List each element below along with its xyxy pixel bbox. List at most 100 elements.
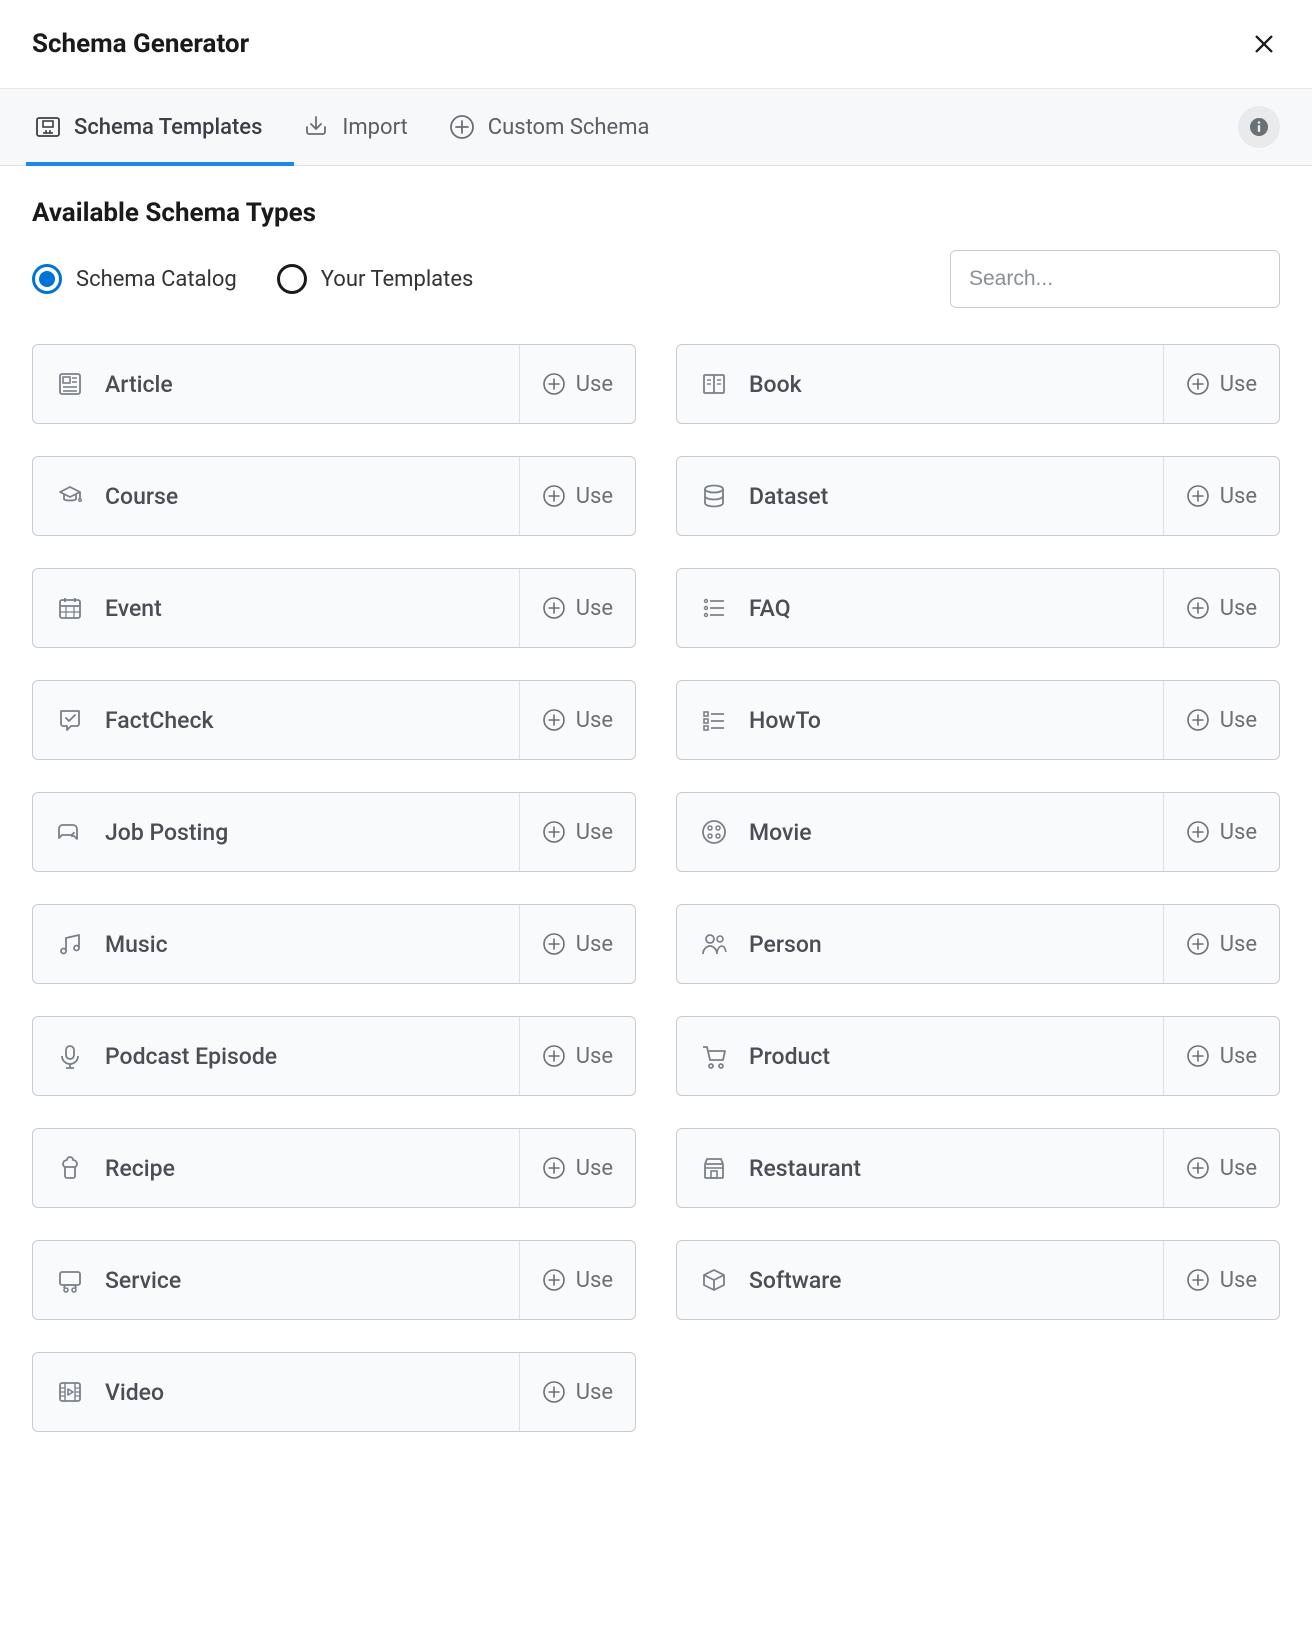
faq-icon [699,593,729,623]
use-button[interactable]: Use [1163,793,1279,871]
search-box [950,250,1280,308]
plus-circle-icon [542,708,566,732]
use-button[interactable]: Use [519,1353,635,1431]
card-title: Recipe [105,1155,175,1182]
person-icon [699,929,729,959]
movie-icon [699,817,729,847]
event-icon [55,593,85,623]
plus-circle-icon [1186,1156,1210,1180]
restaurant-icon [699,1153,729,1183]
plus-circle-icon [1186,1268,1210,1292]
radio-your-templates[interactable]: Your Templates [277,264,474,294]
schema-card-recipe: Recipe Use [32,1128,636,1208]
schema-card-movie: Movie Use [676,792,1280,872]
schema-card-job-posting: Job Posting Use [32,792,636,872]
plus-circle-icon [542,1156,566,1180]
schema-card-person: Person Use [676,904,1280,984]
article-icon [55,369,85,399]
schema-card-service: Service Use [32,1240,636,1320]
schema-card-factcheck: FactCheck Use [32,680,636,760]
card-body: Podcast Episode [33,1017,519,1095]
tab-import[interactable]: Import [282,89,427,165]
use-button[interactable]: Use [519,793,635,871]
use-button[interactable]: Use [519,569,635,647]
use-button[interactable]: Use [1163,681,1279,759]
use-button[interactable]: Use [519,681,635,759]
content: Available Schema Types Schema Catalog Yo… [0,166,1312,1464]
use-label: Use [1220,932,1257,957]
card-title: Dataset [749,483,828,510]
search-input[interactable] [950,250,1280,308]
page-title: Schema Generator [32,29,249,59]
use-label: Use [576,372,613,397]
use-button[interactable]: Use [519,1129,635,1207]
use-label: Use [576,596,613,621]
card-title: Event [105,595,162,622]
schema-card-video: Video Use [32,1352,636,1432]
radio-label: Your Templates [321,267,474,292]
use-label: Use [1220,484,1257,509]
radio-schema-catalog[interactable]: Schema Catalog [32,264,237,294]
plus-circle-icon [542,1380,566,1404]
info-button[interactable] [1238,106,1280,148]
section-title: Available Schema Types [32,198,1280,228]
tab-custom-schema[interactable]: Custom Schema [428,89,670,165]
service-icon [55,1265,85,1295]
use-button[interactable]: Use [519,345,635,423]
use-button[interactable]: Use [1163,457,1279,535]
plus-circle-icon [542,1044,566,1068]
card-body: Service [33,1241,519,1319]
card-title: Service [105,1267,181,1294]
use-button[interactable]: Use [1163,569,1279,647]
podcast-icon [55,1041,85,1071]
schema-card-restaurant: Restaurant Use [676,1128,1280,1208]
use-label: Use [1220,708,1257,733]
use-label: Use [1220,1044,1257,1069]
use-button[interactable]: Use [519,457,635,535]
product-icon [699,1041,729,1071]
card-body: Dataset [677,457,1163,535]
use-button[interactable]: Use [1163,1241,1279,1319]
use-button[interactable]: Use [1163,345,1279,423]
card-title: FactCheck [105,707,213,734]
use-button[interactable]: Use [1163,1129,1279,1207]
card-body: HowTo [677,681,1163,759]
radio-icon [277,264,307,294]
card-body: Restaurant [677,1129,1163,1207]
use-button[interactable]: Use [519,1241,635,1319]
plus-circle-icon [1186,820,1210,844]
use-button[interactable]: Use [1163,1017,1279,1095]
card-body: Event [33,569,519,647]
use-label: Use [576,1156,613,1181]
use-button[interactable]: Use [519,1017,635,1095]
card-body: Job Posting [33,793,519,871]
schema-grid: Article Use Book Use Course [32,344,1280,1432]
use-label: Use [1220,372,1257,397]
card-title: HowTo [749,707,821,734]
tab-schema-templates[interactable]: Schema Templates [14,89,282,165]
card-body: Movie [677,793,1163,871]
schema-card-product: Product Use [676,1016,1280,1096]
plus-circle-icon [542,1268,566,1292]
card-body: Product [677,1017,1163,1095]
plus-circle-icon [1186,484,1210,508]
job-icon [55,817,85,847]
use-label: Use [576,1044,613,1069]
dataset-icon [699,481,729,511]
card-body: Book [677,345,1163,423]
music-icon [55,929,85,959]
radio-label: Schema Catalog [76,267,237,292]
card-title: Course [105,483,178,510]
plus-circle-icon [542,932,566,956]
tab-label: Schema Templates [74,115,262,140]
use-button[interactable]: Use [1163,905,1279,983]
card-title: Person [749,931,822,958]
tab-label: Import [342,115,407,140]
card-body: Music [33,905,519,983]
close-button[interactable] [1248,28,1280,60]
use-label: Use [576,1380,613,1405]
use-button[interactable]: Use [519,905,635,983]
card-title: FAQ [749,595,791,622]
schema-card-article: Article Use [32,344,636,424]
card-title: Movie [749,819,812,846]
